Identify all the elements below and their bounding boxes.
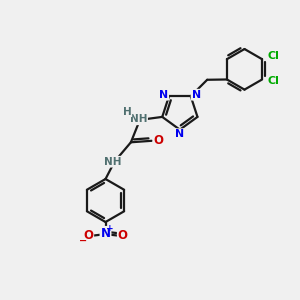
Text: NH: NH: [104, 157, 122, 167]
Text: N: N: [100, 227, 110, 240]
Text: −: −: [79, 236, 87, 246]
Text: O: O: [153, 134, 164, 147]
Text: Cl: Cl: [268, 76, 279, 86]
Text: +: +: [106, 224, 113, 233]
Text: H: H: [123, 106, 132, 116]
Text: O: O: [118, 229, 128, 242]
Text: NH: NH: [130, 114, 147, 124]
Text: O: O: [83, 229, 93, 242]
Text: N: N: [159, 90, 168, 100]
Text: N: N: [175, 129, 184, 139]
Text: N: N: [192, 90, 201, 100]
Text: Cl: Cl: [268, 51, 279, 61]
